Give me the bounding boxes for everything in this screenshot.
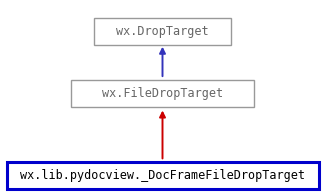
Text: wx.DropTarget: wx.DropTarget (116, 25, 209, 38)
Text: wx.FileDropTarget: wx.FileDropTarget (102, 87, 223, 100)
FancyBboxPatch shape (6, 162, 318, 189)
FancyBboxPatch shape (72, 80, 254, 107)
FancyBboxPatch shape (94, 18, 231, 45)
Text: wx.lib.pydocview._DocFrameFileDropTarget: wx.lib.pydocview._DocFrameFileDropTarget (20, 169, 305, 182)
